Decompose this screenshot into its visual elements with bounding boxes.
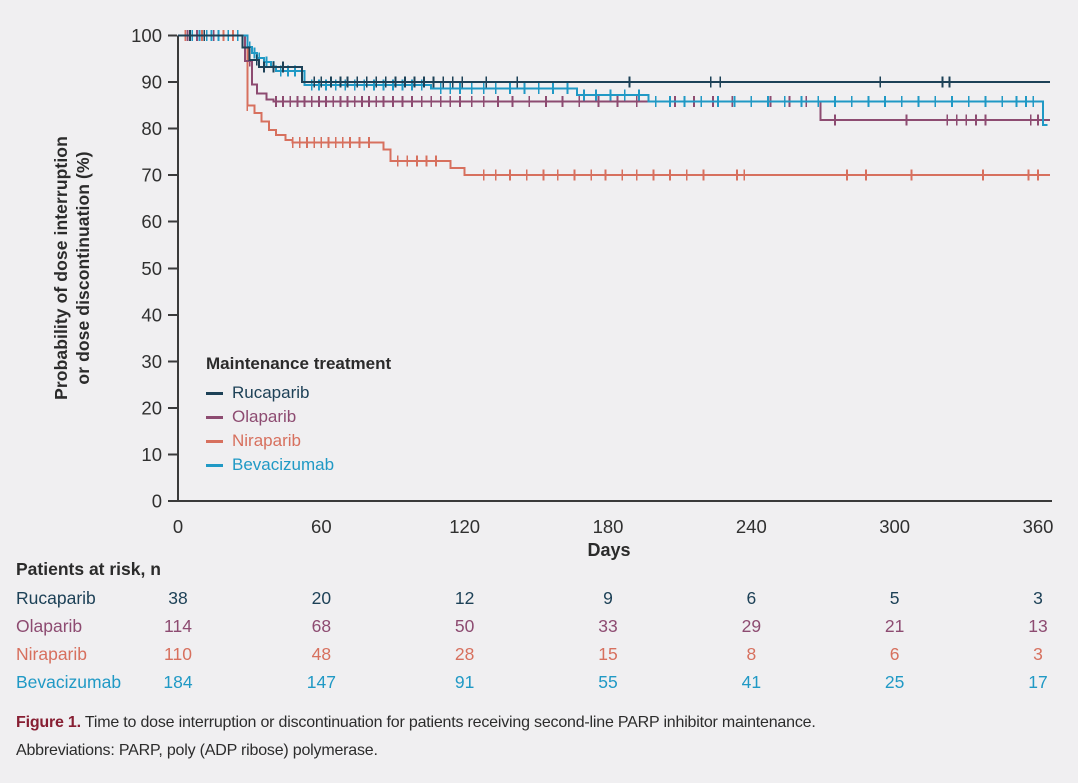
legend-label-niraparib: Niraparib [232, 431, 301, 450]
risk-value: 6 [746, 588, 757, 608]
risk-value: 21 [884, 616, 905, 636]
x-axis-title: Days [587, 540, 631, 560]
risk-row-niraparib: Niraparib 110 48 28 15 8 6 3 [0, 644, 1078, 668]
risk-value: 6 [889, 644, 900, 664]
risk-value: 33 [598, 616, 618, 636]
y-tick-label: 80 [141, 118, 162, 139]
y-tick-label: 50 [141, 258, 162, 279]
figure-abbreviations: Abbreviations: PARP, poly (ADP ribose) p… [16, 742, 378, 759]
figure-caption: Figure 1. Time to dose interruption or d… [16, 714, 816, 732]
risk-row-rucaparib: Rucaparib 38 20 12 9 6 5 3 [0, 588, 1078, 612]
y-tick-label: 90 [141, 72, 162, 93]
x-tick-label: 60 [311, 516, 332, 537]
y-tick-label: 0 [152, 491, 162, 512]
legend-title: Maintenance treatment [206, 354, 392, 373]
series-path-olaparib [178, 34, 1050, 122]
risk-value: 114 [164, 616, 192, 636]
risk-value: 147 [306, 672, 336, 692]
legend-item-rucaparib: Rucaparib [206, 381, 391, 405]
risk-value: 5 [889, 588, 900, 608]
y-tick-label: 100 [131, 25, 162, 46]
risk-value: 20 [311, 588, 332, 608]
y-tick-label: 70 [141, 165, 162, 186]
risk-value: 91 [454, 672, 475, 692]
risk-value: 50 [454, 616, 475, 636]
risk-table-header: Patients at risk, n [16, 559, 161, 579]
risk-value: 25 [884, 672, 905, 692]
legend-label-rucaparib: Rucaparib [232, 383, 310, 402]
risk-row-olaparib: Olaparib 114 68 50 33 29 21 13 [0, 616, 1078, 640]
risk-value: 48 [311, 644, 332, 664]
series-group [178, 30, 1050, 181]
risk-value: 29 [741, 616, 762, 636]
y-tick-label: 40 [141, 304, 162, 325]
y-axis-title-line1: Probability of dose interruption [51, 136, 71, 400]
series-path-rucaparib [178, 34, 1050, 84]
y-tick-label: 10 [141, 444, 162, 465]
risk-value: 8 [746, 644, 757, 664]
risk-value: 184 [163, 672, 193, 692]
risk-value: 55 [598, 672, 618, 692]
risk-row-bevacizumab: Bevacizumab 184 147 91 55 41 25 17 [0, 672, 1078, 696]
x-tick-label: 300 [879, 516, 910, 537]
risk-value: 17 [1028, 672, 1048, 692]
risk-row-label: Bevacizumab [16, 672, 122, 692]
risk-row-label: Olaparib [16, 616, 83, 636]
rucaparib-line-swatch-icon [206, 391, 223, 395]
y-tick-label: 20 [141, 397, 162, 418]
figure-caption-label: Figure 1. [16, 714, 81, 731]
risk-value: 110 [164, 644, 192, 664]
risk-value: 68 [311, 616, 332, 636]
series-path-bevacizumab [178, 34, 1048, 126]
figure-caption-text: Time to dose interruption or discontinua… [84, 714, 816, 731]
risk-value: 12 [454, 588, 475, 608]
risk-row-label: Rucaparib [16, 588, 96, 608]
y-axis-title-line2: or dose discontinuation (%) [73, 151, 93, 385]
legend-item-niraparib: Niraparib [206, 429, 391, 453]
risk-value: 38 [168, 588, 188, 608]
risk-value: 3 [1033, 644, 1043, 664]
risk-value: 41 [741, 672, 762, 692]
olaparib-line-swatch-icon [206, 415, 223, 419]
niraparib-line-swatch-icon [206, 439, 223, 443]
legend-item-bevacizumab: Bevacizumab [206, 453, 391, 477]
x-tick-label: 180 [593, 516, 624, 537]
y-tick-label: 60 [141, 211, 162, 232]
risk-value: 15 [598, 644, 618, 664]
y-axis-title: Probability of dose interruption or dose… [50, 35, 94, 501]
km-chart: 0 10 20 30 40 50 60 70 80 90 100 0 60 120 180 240 300 360 [131, 25, 1054, 537]
x-tick-label: 0 [173, 516, 183, 537]
risk-value: 28 [454, 644, 475, 664]
bevacizumab-line-swatch-icon [206, 463, 223, 467]
y-tick-label: 30 [141, 351, 162, 372]
risk-value: 9 [603, 588, 613, 608]
risk-row-label: Niraparib [16, 644, 87, 664]
series-path-niraparib [178, 34, 1050, 177]
legend-item-olaparib: Olaparib [206, 405, 391, 429]
x-tick-label: 120 [449, 516, 480, 537]
legend-label-olaparib: Olaparib [232, 407, 297, 426]
risk-value: 13 [1028, 616, 1048, 636]
x-tick-label: 360 [1023, 516, 1054, 537]
axes [177, 35, 1052, 502]
risk-value: 3 [1033, 588, 1043, 608]
x-tick-label: 240 [736, 516, 767, 537]
legend: Maintenance treatment Rucaparib Olaparib… [206, 354, 391, 477]
legend-label-bevacizumab: Bevacizumab [232, 455, 335, 474]
